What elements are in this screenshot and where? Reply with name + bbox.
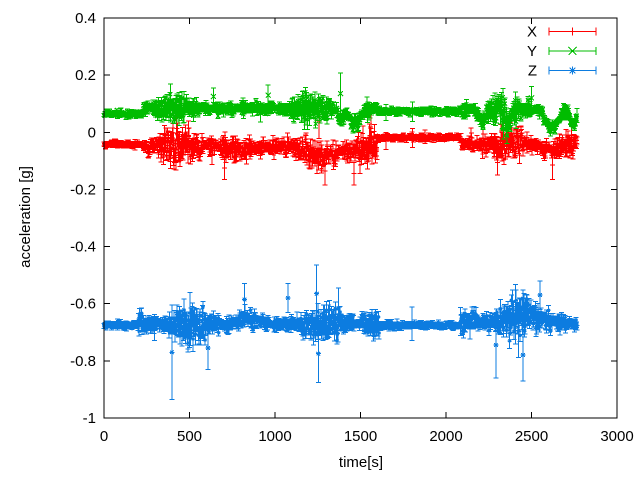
x-tick-label: 1000 <box>258 428 291 445</box>
y-tick-label: 0.2 <box>75 67 96 84</box>
x-tick-label: 2000 <box>429 428 462 445</box>
y-axis-title: acceleration [g] <box>17 166 34 268</box>
x-tick-label: 1500 <box>344 428 377 445</box>
y-tick-label: -0.6 <box>70 296 96 313</box>
legend-label-y: Y <box>527 43 537 60</box>
y-tick-label: -0.2 <box>70 181 96 198</box>
x-axis-title: time[s] <box>339 454 383 471</box>
y-tick-label: 0.4 <box>75 10 96 27</box>
y-tick-label: -0.4 <box>70 239 96 256</box>
x-tick-label: 3000 <box>600 428 633 445</box>
legend-label-z: Z <box>528 63 537 80</box>
legend-sample-Z <box>548 66 597 75</box>
axis-ticks <box>103 17 618 419</box>
y-tick-label: -1 <box>83 410 96 427</box>
y-tick-label: 0 <box>88 124 96 141</box>
plot-border <box>103 17 618 419</box>
legend-label-x: X <box>527 24 537 41</box>
legend-sample-Y <box>548 46 597 56</box>
x-tick-label: 2500 <box>515 428 548 445</box>
legend-sample-X <box>548 27 597 36</box>
y-tick-label: -0.8 <box>70 353 96 370</box>
x-tick-label: 500 <box>177 428 202 445</box>
x-tick-label: 0 <box>100 428 108 445</box>
series-Z-errorbars <box>101 264 580 400</box>
